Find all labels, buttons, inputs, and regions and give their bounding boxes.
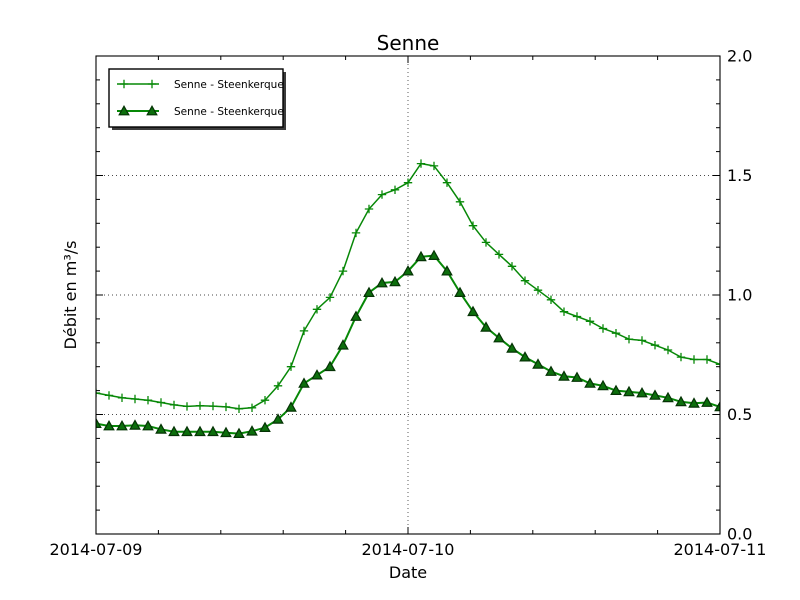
y-axis-label: Débit en m³/s — [61, 241, 80, 350]
legend-triangle-marker-icon — [118, 104, 130, 116]
legend-plus-marker-icon — [147, 79, 157, 89]
legend-triangle-marker-icon — [146, 104, 158, 116]
axes-frame — [95, 55, 721, 535]
legend: Senne - Steenkerque Senne - Steenkerque — [108, 68, 286, 130]
legend-frame — [108, 68, 284, 128]
legend-label-2: Senne - Steenkerque — [174, 106, 284, 118]
gridlines — [96, 56, 720, 534]
legend-plus-marker-icon — [119, 79, 129, 89]
series-1-plus-markers — [96, 159, 720, 413]
y-tick-label-2.0: 2.0 — [727, 47, 752, 66]
x-tick-label-2014-07-10: 2014-07-10 — [362, 540, 455, 559]
y-tick-label-1.5: 1.5 — [727, 166, 752, 185]
x-tick-label-2014-07-11: 2014-07-11 — [674, 540, 767, 559]
series-2-triangle-markers — [96, 249, 720, 438]
data-series — [96, 159, 720, 438]
chart-title: Senne — [377, 31, 440, 55]
y-tick-label-1.0: 1.0 — [727, 286, 752, 305]
y-tick-label-0.5: 0.5 — [727, 405, 752, 424]
legend-samples — [117, 79, 159, 116]
x-tick-label-2014-07-09: 2014-07-09 — [50, 540, 143, 559]
x-axis-label: Date — [389, 563, 427, 582]
legend-label-1: Senne - Steenkerque — [174, 79, 284, 91]
y-tick-label-0.0: 0.0 — [727, 525, 752, 544]
